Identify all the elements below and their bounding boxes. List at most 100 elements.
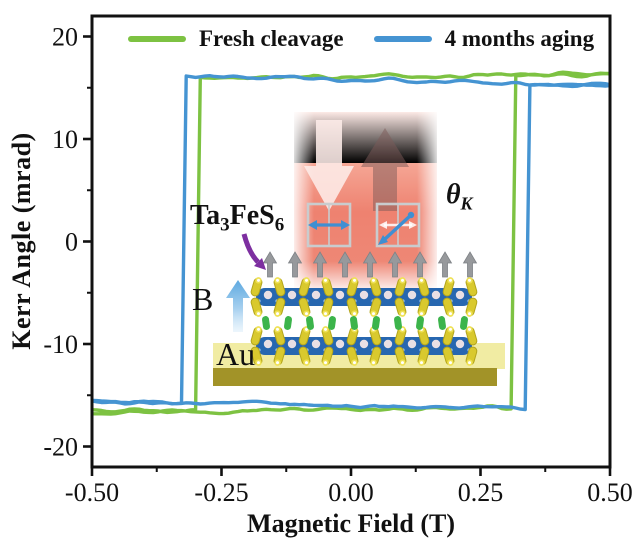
material-prefix: Ta xyxy=(190,200,221,231)
lattice-hole xyxy=(359,339,369,349)
polarization-after-arrows xyxy=(378,211,417,245)
sulfur-atom-bottom xyxy=(273,297,286,317)
sulfur-atom-top xyxy=(442,277,455,297)
lattice-hole xyxy=(335,339,345,349)
magnetization-arrows-row xyxy=(262,251,478,278)
lattice-hole xyxy=(455,339,465,349)
legend-swatch-blue xyxy=(373,36,432,42)
x-tick-label: -0.25 xyxy=(194,478,248,507)
material-pointer-arrow xyxy=(241,233,266,270)
lattice-hole xyxy=(287,339,297,349)
sulfur-atom-bottom xyxy=(465,297,478,317)
y-tick-label: 10 xyxy=(52,125,78,154)
lattice-hole xyxy=(359,290,369,300)
sulfur-atom-top xyxy=(346,277,359,297)
sulfur-atom-top xyxy=(250,326,263,346)
sulfur-atom-top xyxy=(250,277,263,297)
legend-item-fresh-cleavage: Fresh cleavage xyxy=(128,26,344,52)
lattice-hole xyxy=(311,290,321,300)
sulfur-atom-bottom xyxy=(465,346,478,366)
interlayer-atom xyxy=(394,316,402,330)
sulfur-atom-bottom xyxy=(369,297,382,317)
interlayer-atom xyxy=(416,316,424,330)
x-tick-label: 0.50 xyxy=(587,478,633,507)
interlayer-atom xyxy=(460,316,468,330)
substrate-front-face xyxy=(213,368,497,386)
lattice-hole xyxy=(407,290,417,300)
lattice-hole xyxy=(263,339,273,349)
rotated-polarization-arrow xyxy=(383,213,413,241)
sulfur-atom-bottom xyxy=(394,346,407,366)
sulfur-atom-bottom xyxy=(250,297,263,317)
lattice-hole xyxy=(407,339,417,349)
lattice-hole xyxy=(431,290,441,300)
substrate-label: Au xyxy=(216,336,256,372)
sulfur-atom-top xyxy=(273,277,286,297)
sulfur-atom-bottom xyxy=(442,297,455,317)
sulfur-atom-bottom xyxy=(273,346,286,366)
material-label: Ta3FeS6 xyxy=(190,200,284,237)
lattice-hole xyxy=(311,339,321,349)
sulfur-atom-bottom xyxy=(346,346,359,366)
interlayer-atom xyxy=(262,316,270,330)
lattice-hole xyxy=(383,339,393,349)
crystal-lattice xyxy=(250,277,478,366)
kerr-rotation-label: θK xyxy=(446,179,473,215)
material-sub-b: 6 xyxy=(274,214,285,236)
x-tick-label: -0.50 xyxy=(65,478,119,507)
sulfur-atom-top xyxy=(442,326,455,346)
x-axis-ticks: -0.50 -0.25 0.00 0.25 0.50 xyxy=(65,467,633,507)
sulfur-atom-bottom xyxy=(369,346,382,366)
lattice-hole xyxy=(383,290,393,300)
magnetization-arrow xyxy=(362,251,378,278)
magnetization-arrow xyxy=(312,251,328,278)
legend-item-4-months-aging: 4 months aging xyxy=(373,26,595,52)
sulfur-atom-top xyxy=(273,326,286,346)
y-tick-label: 20 xyxy=(52,23,78,52)
sulfur-atom-bottom xyxy=(321,297,334,317)
theta-sub: K xyxy=(460,193,473,214)
magnetization-arrow xyxy=(412,251,428,278)
magnetization-arrow xyxy=(437,251,453,278)
magnetization-arrow xyxy=(287,251,303,278)
lattice-hole xyxy=(287,290,297,300)
x-tick-label: 0.25 xyxy=(458,478,504,507)
legend-swatch-green xyxy=(128,36,186,42)
series-curve-4-months-aging xyxy=(93,74,609,412)
sulfur-atom-top xyxy=(417,277,430,297)
lattice-hole xyxy=(431,339,441,349)
interlayer-atom xyxy=(438,316,446,330)
b-field-arrow xyxy=(226,280,250,332)
sulfur-atom-bottom xyxy=(250,346,263,366)
y-axis-title: Kerr Angle (mrad) xyxy=(7,132,36,350)
sulfur-atom-bottom xyxy=(298,346,311,366)
sulfur-atom-top xyxy=(369,326,382,346)
sulfur-atom-bottom xyxy=(298,297,311,317)
material-sub-a: 3 xyxy=(220,214,230,236)
interlayer-atom xyxy=(306,316,314,330)
sulfur-atom-top xyxy=(321,326,334,346)
legend-label: Fresh cleavage xyxy=(199,26,344,51)
magnetization-arrow xyxy=(462,251,478,278)
sulfur-atom-top xyxy=(321,277,334,297)
incident-light-down-arrow xyxy=(304,120,354,211)
sulfur-atom-top xyxy=(298,277,311,297)
interlayer-atom xyxy=(372,316,380,330)
sulfur-atom-bottom xyxy=(417,297,430,317)
b-field-label: B xyxy=(192,281,214,317)
magnetization-arrow xyxy=(337,251,353,278)
sulfur-atom-top xyxy=(394,277,407,297)
chart-legend: Fresh cleavage 4 months aging xyxy=(128,26,594,52)
curves-layer xyxy=(93,70,609,416)
sulfur-atom-bottom xyxy=(321,346,334,366)
y-axis-ticks: -20 -10 0 10 20 xyxy=(43,23,92,462)
sulfur-atom-top xyxy=(465,277,478,297)
sulfur-atom-bottom xyxy=(394,297,407,317)
y-tick-label: 0 xyxy=(65,228,78,257)
sulfur-atom-top xyxy=(369,277,382,297)
legend-label: 4 months aging xyxy=(444,26,595,51)
theta-symbol: θ xyxy=(446,179,461,210)
interlayer-atom xyxy=(284,316,292,330)
